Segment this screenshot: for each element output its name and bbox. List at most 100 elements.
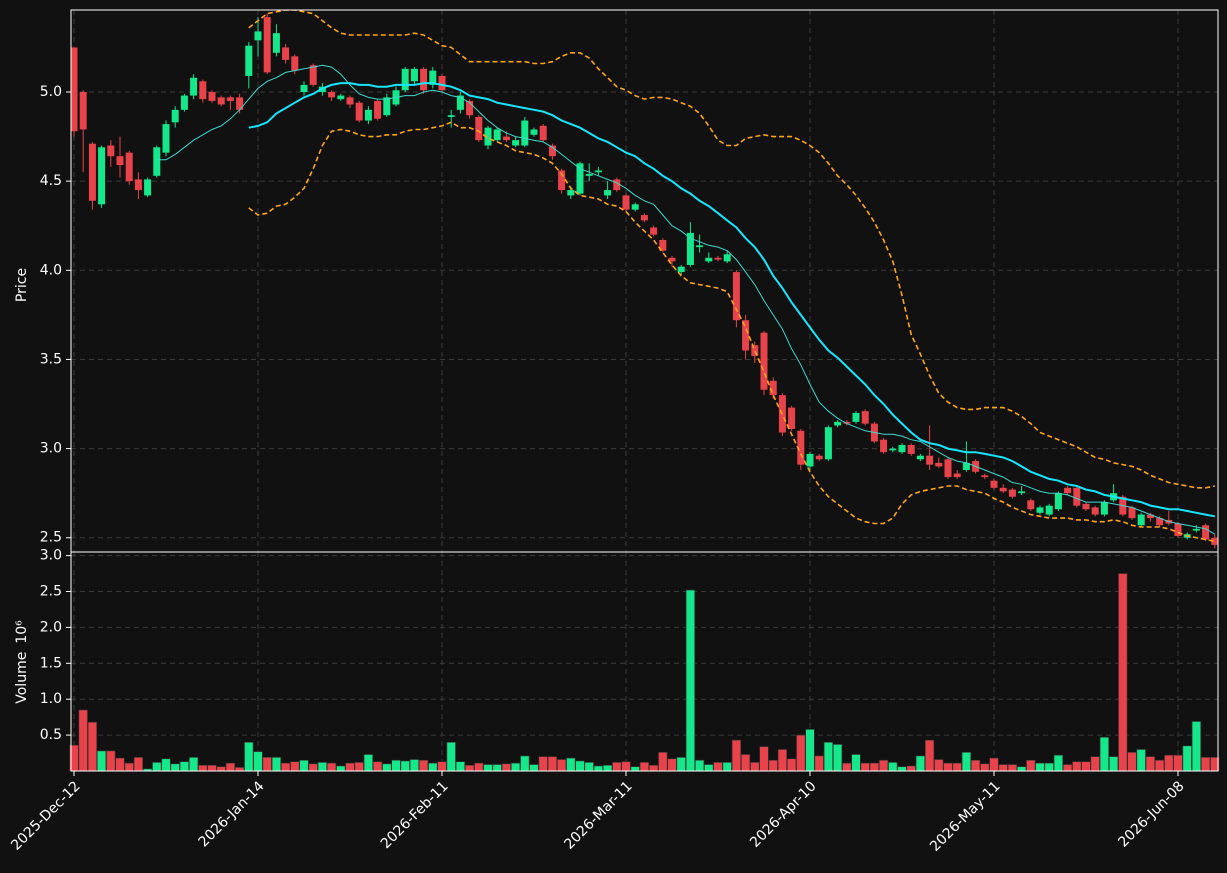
- candle-body: [1202, 525, 1210, 540]
- volume-bar: [658, 752, 668, 772]
- candle-body: [539, 125, 547, 141]
- candle-body: [1156, 518, 1164, 526]
- candle-body: [1091, 507, 1099, 515]
- candle-body: [990, 480, 998, 488]
- candle-body: [475, 116, 483, 141]
- volume-bar: [253, 751, 263, 772]
- volume-bar: [437, 761, 447, 772]
- volume-bar: [1127, 752, 1137, 772]
- volume-bar: [262, 757, 272, 772]
- candle-body: [521, 120, 529, 146]
- candle-body: [1192, 528, 1200, 531]
- volume-bar: [1035, 762, 1045, 772]
- volume-bar: [566, 757, 576, 772]
- candle-body: [788, 407, 796, 429]
- candle-body: [640, 215, 648, 221]
- volume-bar: [170, 763, 180, 772]
- volume-bar: [722, 762, 732, 772]
- candle-body: [548, 145, 556, 157]
- candle-body: [861, 411, 869, 424]
- volume-bar: [235, 767, 245, 772]
- candle-body: [466, 100, 474, 116]
- candle-body: [493, 129, 501, 141]
- volume-bar: [308, 763, 318, 772]
- volume-bar: [814, 755, 824, 772]
- candle-body: [134, 179, 142, 191]
- volume-bar: [198, 764, 208, 772]
- volume-bar: [1026, 759, 1036, 772]
- volume-bar: [409, 759, 420, 772]
- candle-body: [383, 97, 391, 116]
- volume-bar: [924, 739, 935, 772]
- candle-body: [153, 147, 161, 176]
- candle-body: [208, 92, 216, 101]
- volume-bar: [483, 764, 493, 772]
- volume-bar: [575, 760, 585, 772]
- volume-bar: [455, 761, 466, 772]
- volume-bar: [740, 754, 751, 772]
- volume-bar: [768, 759, 778, 772]
- volume-bar: [372, 761, 383, 772]
- candle-body: [880, 439, 888, 453]
- volume-bar: [1081, 761, 1091, 772]
- volume-bar: [1007, 764, 1017, 772]
- candle-body: [190, 77, 198, 96]
- volume-bar: [152, 762, 162, 772]
- candle-body: [162, 124, 170, 153]
- volume-bar: [970, 759, 981, 772]
- volume-bar: [97, 750, 107, 772]
- volume-bar: [676, 757, 686, 772]
- candle-body: [1008, 489, 1016, 497]
- candle-body: [374, 100, 382, 119]
- candle-body: [769, 380, 777, 396]
- volume-bar: [1164, 754, 1174, 772]
- candle-body: [236, 97, 244, 110]
- candle-body: [668, 257, 676, 262]
- volume-bar: [271, 757, 282, 772]
- volume-bar: [1191, 721, 1201, 772]
- y-tick-label: 1.5: [40, 655, 62, 671]
- volume-bar: [1090, 756, 1100, 772]
- volume-bar: [345, 762, 355, 772]
- y-tick-label: 4.5: [40, 173, 62, 189]
- candle-body: [456, 95, 464, 110]
- candle-body: [410, 68, 418, 82]
- candle-body: [328, 92, 336, 98]
- candle-body: [659, 239, 667, 251]
- volume-bar: [363, 754, 374, 772]
- candle-body: [916, 455, 924, 460]
- volume-bar: [602, 764, 613, 772]
- candle-body: [907, 445, 915, 454]
- volume-bar: [860, 762, 870, 772]
- candle-body: [98, 147, 106, 205]
- candle-body: [944, 459, 952, 478]
- volume-bar: [382, 763, 392, 772]
- candle-body: [217, 97, 225, 105]
- volume-bar: [124, 762, 134, 772]
- candle-body: [346, 97, 354, 105]
- volume-bar: [906, 765, 916, 772]
- volume-scale: 10⁶: [14, 620, 30, 644]
- candle-body: [981, 475, 989, 478]
- volume-bar: [685, 589, 695, 772]
- volume-bar: [980, 763, 990, 772]
- volume-bar: [1099, 736, 1109, 772]
- candle-body: [843, 421, 851, 424]
- candle-body: [88, 143, 96, 201]
- candle-body: [1036, 507, 1044, 513]
- volume-bar: [796, 734, 806, 772]
- volume-bar: [501, 763, 512, 772]
- volume-bar: [777, 749, 787, 772]
- candle-body: [622, 195, 630, 210]
- volume-bar: [418, 759, 429, 772]
- candle-body: [889, 448, 897, 451]
- candle-body: [742, 320, 750, 351]
- volume-bar: [878, 759, 889, 772]
- volume-bar: [593, 765, 603, 772]
- candle-body: [484, 127, 492, 146]
- candle-body: [226, 97, 234, 101]
- candle-body: [79, 92, 87, 130]
- volume-bar: [547, 756, 557, 772]
